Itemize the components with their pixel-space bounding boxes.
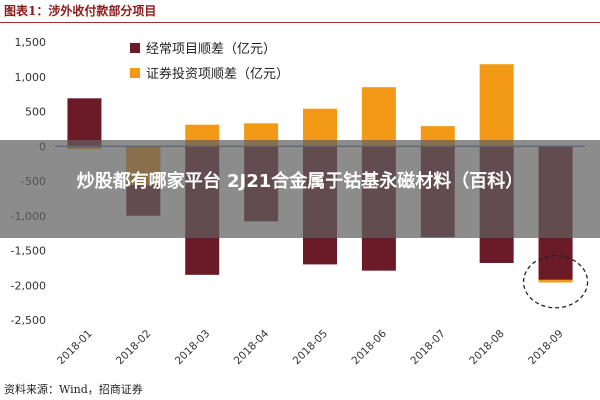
y-tick-label: -2,500 — [11, 314, 46, 327]
y-tick-label: 1,500 — [15, 36, 47, 49]
y-tick-label: -2,000 — [11, 279, 46, 292]
x-tick-label: 2018-09 — [526, 328, 566, 368]
title-underline — [0, 22, 600, 23]
x-axis: 2018-01 2018-02 2018-03 2018-04 2018-05 2018-… — [55, 327, 566, 367]
figure-title: 图表1：涉外收付款部分项目 — [4, 4, 157, 18]
legend-label: 经常项目顺差（亿元） — [146, 42, 276, 57]
x-tick-label: 2018-06 — [350, 327, 390, 367]
x-tick-label: 2018-02 — [114, 328, 154, 368]
x-tick-label: 2018-04 — [232, 327, 272, 367]
legend: 经常项目顺差（亿元） 证券投资项顺差（亿元） — [130, 42, 289, 82]
y-tick-label: -1,500 — [11, 245, 46, 258]
source-note: 资料来源：Wind，招商证券 — [4, 383, 143, 396]
legend-label: 证券投资项顺差（亿元） — [146, 66, 289, 82]
legend-swatch — [130, 68, 140, 78]
legend-swatch — [130, 43, 140, 53]
x-tick-label: 2018-07 — [408, 328, 448, 368]
bar-securities-2018-08 — [479, 64, 514, 147]
overlay-banner — [0, 140, 600, 238]
dashed-circle-annotation — [522, 255, 589, 309]
overlay-text: 炒股都有哪家平台 2J21合金属于钴基永磁材料（百科） — [76, 171, 524, 192]
y-tick-label: 500 — [25, 106, 46, 119]
bar-securities-2018-06 — [361, 87, 396, 147]
x-tick-label: 2018-03 — [173, 328, 213, 368]
annotation-layer — [522, 255, 589, 309]
x-tick-label: 2018-01 — [55, 328, 95, 368]
bar-current-account-2018-01 — [67, 98, 102, 147]
bar-securities-2018-05 — [303, 108, 337, 147]
x-tick-label: 2018-08 — [467, 328, 507, 368]
y-tick-label: 1,000 — [15, 71, 47, 84]
x-tick-label: 2018-05 — [291, 328, 331, 368]
